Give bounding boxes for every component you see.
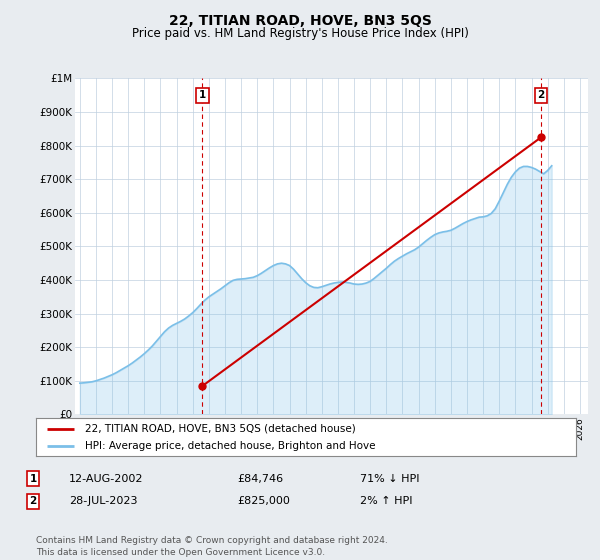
Text: Price paid vs. HM Land Registry's House Price Index (HPI): Price paid vs. HM Land Registry's House … <box>131 27 469 40</box>
Text: 2% ↑ HPI: 2% ↑ HPI <box>360 496 413 506</box>
Text: 2: 2 <box>538 90 545 100</box>
Text: 22, TITIAN ROAD, HOVE, BN3 5QS: 22, TITIAN ROAD, HOVE, BN3 5QS <box>169 14 431 28</box>
Text: 1: 1 <box>29 474 37 484</box>
Text: 1: 1 <box>199 90 206 100</box>
Text: £825,000: £825,000 <box>237 496 290 506</box>
Text: 71% ↓ HPI: 71% ↓ HPI <box>360 474 419 484</box>
Text: 28-JUL-2023: 28-JUL-2023 <box>69 496 137 506</box>
Text: Contains HM Land Registry data © Crown copyright and database right 2024.
This d: Contains HM Land Registry data © Crown c… <box>36 536 388 557</box>
Text: 2: 2 <box>29 496 37 506</box>
Text: 12-AUG-2002: 12-AUG-2002 <box>69 474 143 484</box>
Text: £84,746: £84,746 <box>237 474 283 484</box>
Text: 22, TITIAN ROAD, HOVE, BN3 5QS (detached house): 22, TITIAN ROAD, HOVE, BN3 5QS (detached… <box>85 423 355 433</box>
Text: HPI: Average price, detached house, Brighton and Hove: HPI: Average price, detached house, Brig… <box>85 441 375 451</box>
